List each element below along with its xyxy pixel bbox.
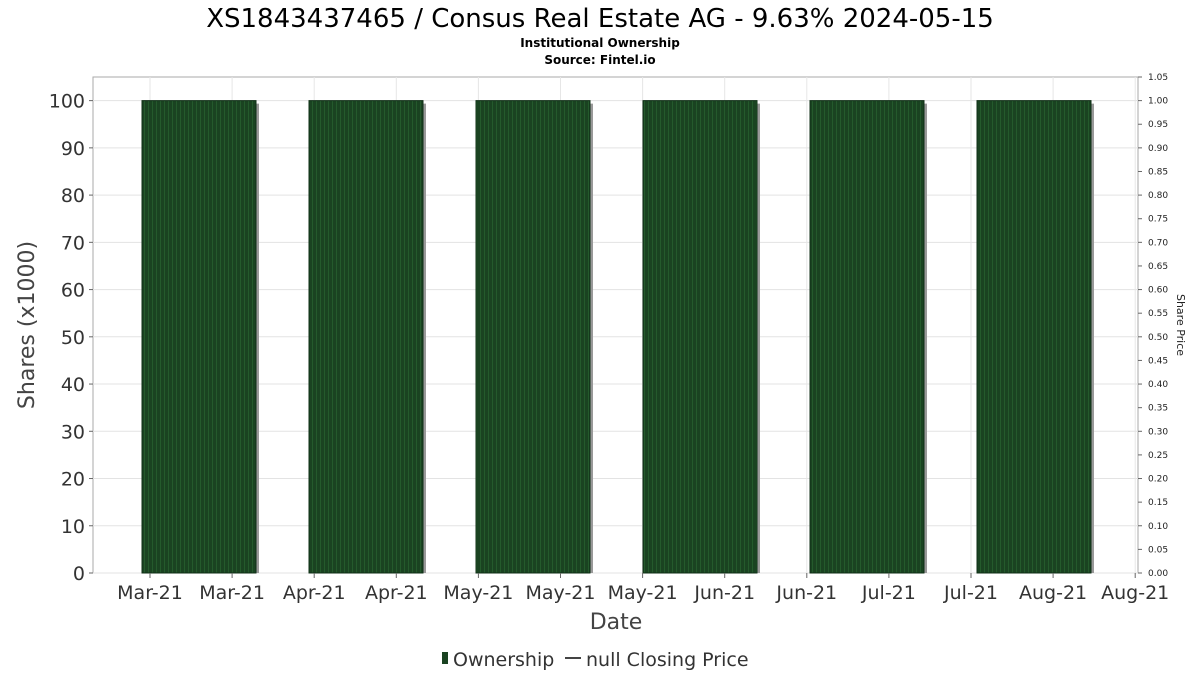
y-tick-label: 80 <box>61 185 85 207</box>
ownership-bar <box>642 100 758 574</box>
y2-tick-label: 0.35 <box>1148 404 1168 414</box>
x-axis-label: Date <box>590 610 643 635</box>
y2-tick-label: 0.25 <box>1148 451 1168 461</box>
y2-tick-label: 0.45 <box>1148 356 1168 366</box>
legend: Ownership null Closing Price <box>442 649 749 671</box>
legend-ownership-label: Ownership <box>453 649 554 671</box>
x-tick-label: May-21 <box>526 582 596 604</box>
x-tick-label: May-21 <box>443 582 513 604</box>
left-y-axis: 0 10 20 30 40 50 60 70 80 90 100 <box>49 91 93 585</box>
x-tick-label: Aug-21 <box>1019 582 1087 604</box>
y2-tick-label: 0.15 <box>1148 498 1168 508</box>
y-tick-label: 0 <box>73 563 85 585</box>
y2-tick-label: 0.85 <box>1148 167 1168 177</box>
y2-tick-label: 0.90 <box>1148 144 1168 154</box>
ownership-bar <box>475 100 591 574</box>
y-tick-label: 20 <box>61 469 85 491</box>
y2-tick-label: 0.20 <box>1148 475 1168 485</box>
y2-axis-label: Share Price <box>1174 294 1187 356</box>
x-tick-label: Aug-21 <box>1101 582 1169 604</box>
ownership-bar <box>809 100 925 574</box>
y2-tick-label: 1.05 <box>1148 73 1168 83</box>
chart-source: Source: Fintel.io <box>544 53 655 67</box>
y2-tick-label: 0.50 <box>1148 333 1168 343</box>
x-tick-label: Jun-21 <box>775 582 837 604</box>
x-tick-label: Jul-21 <box>943 582 998 604</box>
ownership-bar <box>308 100 424 574</box>
y2-tick-label: 0.00 <box>1148 569 1168 579</box>
x-tick-label: Mar-21 <box>199 582 265 604</box>
y2-tick-label: 0.40 <box>1148 380 1168 390</box>
right-y-axis: 0.00 0.05 0.10 0.15 0.20 0.25 0.30 0.35 0.40 0.45… <box>1138 73 1168 579</box>
y-tick-label: 50 <box>61 327 85 349</box>
y-tick-label: 40 <box>61 374 85 396</box>
y2-tick-label: 0.70 <box>1148 238 1168 248</box>
y2-tick-label: 0.05 <box>1148 545 1168 555</box>
x-tick-label: Mar-21 <box>117 582 183 604</box>
x-tick-label: Apr-21 <box>283 582 346 604</box>
y2-tick-label: 0.55 <box>1148 309 1168 319</box>
y2-tick-label: 0.80 <box>1148 191 1168 201</box>
y2-tick-label: 0.95 <box>1148 120 1168 130</box>
ownership-bar <box>141 100 257 574</box>
y-tick-label: 10 <box>61 516 85 538</box>
x-tick-label: Apr-21 <box>365 582 428 604</box>
y2-tick-label: 0.30 <box>1148 427 1168 437</box>
legend-ownership-swatch <box>442 652 448 664</box>
y2-tick-label: 0.60 <box>1148 286 1168 296</box>
x-tick-label: Jun-21 <box>693 582 755 604</box>
y-tick-label: 30 <box>61 421 85 443</box>
plot-area <box>92 76 1139 574</box>
y-axis-label: Shares (x1000) <box>15 241 40 409</box>
y2-tick-label: 0.10 <box>1148 522 1168 532</box>
x-tick-label: Jul-21 <box>861 582 916 604</box>
chart-title: XS1843437465 / Consus Real Estate AG - 9… <box>206 4 994 34</box>
y2-tick-label: 0.75 <box>1148 215 1168 225</box>
chart-subtitle: Institutional Ownership <box>520 36 680 50</box>
ownership-bar <box>976 100 1092 574</box>
y2-tick-label: 1.00 <box>1148 97 1168 107</box>
legend-price-label: null Closing Price <box>586 649 749 671</box>
y-tick-label: 100 <box>49 91 85 113</box>
x-axis: Mar-21 Mar-21 Apr-21 Apr-21 May-21 May-21 May-… <box>117 573 1169 604</box>
x-tick-label: May-21 <box>608 582 678 604</box>
y-tick-label: 60 <box>61 280 85 302</box>
y2-tick-label: 0.65 <box>1148 262 1168 272</box>
bar-series-ownership <box>141 100 1094 574</box>
y-tick-label: 90 <box>61 138 85 160</box>
y-tick-label: 70 <box>61 232 85 254</box>
